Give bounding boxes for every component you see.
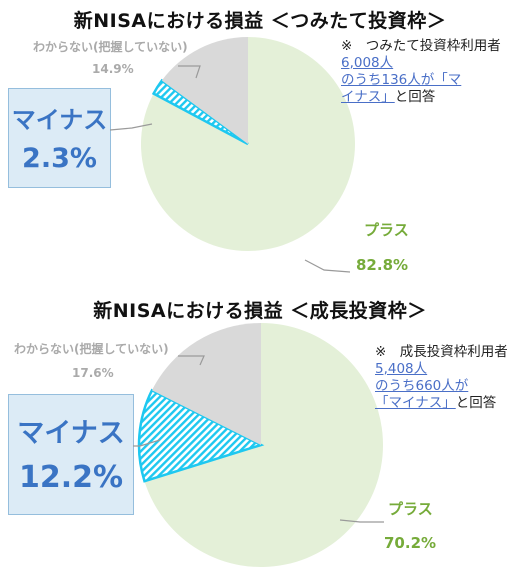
minus-callout-box: マイナス 12.2% [8,394,134,515]
label-plus: プラス [364,221,409,239]
footnote-text: ※ つみたて投資枠利用者 [341,38,501,54]
footnote-highlight: 「マイナス」 [375,395,456,411]
slice-minus [137,388,265,483]
slice-unknown [151,323,261,445]
label-minus: マイナス [17,418,125,449]
slice-unknown [161,37,248,144]
value-unknown: 14.9% [92,62,134,76]
leader-line-plus [304,259,351,273]
value-unknown: 17.6% [72,366,114,380]
footnote-seicho: ※ 成長投資枠利用者 5,408人 のうち660人が 「マイナス」と回答 [375,344,510,412]
pie-chart-tsumitate [140,37,355,251]
chart-title-seicho: 新NISAにおける損益 ＜成長投資枠＞ [93,300,427,322]
footnote-highlight: イナス」 [341,89,395,105]
value-plus: 82.8% [356,256,409,274]
footnote-text: と回答 [394,89,436,105]
footnote-text: と回答 [455,395,497,411]
footnote-highlight: のうち136人が「マ [341,72,462,88]
value-plus: 70.2% [384,534,437,552]
footnote-text: ※ 成長投資枠利用者 [375,344,508,360]
label-minus: マイナス [11,106,108,134]
footnote-highlight: 6,008人 [341,55,394,71]
minus-callout-box: マイナス 2.3% [8,88,111,188]
label-unknown: わからない(把握していない) [14,342,169,356]
value-minus: 12.2% [18,460,124,495]
pie-chart-seicho [137,323,384,567]
label-unknown: わからない(把握していない) [33,40,188,54]
slice-minus [151,78,249,146]
label-plus: プラス [388,500,433,518]
chart-title-tsumitate: 新NISAにおける損益 ＜つみたて投資枠＞ [73,10,447,32]
value-minus: 2.3% [22,143,97,174]
footnote-tsumitate: ※ つみたて投資枠利用者6,008人 のうち136人が「マ イナス」と回答 [341,38,501,106]
footnote-highlight: のうち660人が [375,378,469,394]
footnote-highlight: 5,408人 [375,361,428,377]
